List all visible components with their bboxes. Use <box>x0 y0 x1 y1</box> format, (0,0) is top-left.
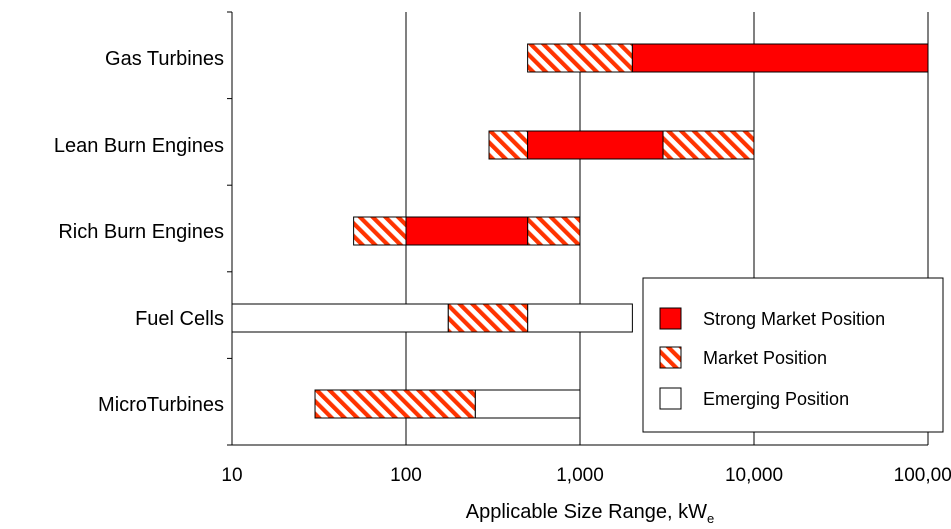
bar-segment <box>353 216 407 246</box>
legend-swatch <box>659 307 682 330</box>
bar-segment <box>405 216 529 246</box>
legend-swatch <box>659 387 682 410</box>
bars <box>231 43 929 419</box>
x-tick-label: 100 <box>390 465 422 486</box>
x-tick-label: 100,000 <box>894 465 951 486</box>
x-tick-label: 10,000 <box>725 465 783 486</box>
x-axis-label: Applicable Size Range, kWe <box>466 501 714 526</box>
legend-label: Emerging Position <box>703 389 849 409</box>
bar-segment <box>527 216 581 246</box>
category-labels: Gas Turbines Lean Burn Engines Rich Burn E… <box>54 48 224 416</box>
bar-segment <box>314 389 476 419</box>
bar-segment <box>662 130 755 160</box>
bar-segment <box>527 130 664 160</box>
legend-label: Market Position <box>703 348 827 368</box>
category-label: Gas Turbines <box>105 48 224 70</box>
x-tick-label: 1,000 <box>556 465 604 486</box>
legend: Strong Market Position Market Position Eme… <box>642 277 944 433</box>
bar-segment <box>631 43 929 73</box>
axes <box>227 11 928 446</box>
x-tick-label: 10 <box>221 465 242 486</box>
legend-label: Strong Market Position <box>703 309 885 329</box>
bar-segment <box>231 303 449 333</box>
bar-segment <box>447 303 529 333</box>
bar-segment <box>527 43 633 73</box>
category-label: Rich Burn Engines <box>58 221 224 243</box>
category-label: Lean Burn Engines <box>54 135 224 157</box>
bar-segment <box>474 389 581 419</box>
legend-swatch <box>659 346 682 369</box>
bar-segment <box>527 303 633 333</box>
category-label: Fuel Cells <box>135 308 224 330</box>
bar-segment <box>488 130 529 160</box>
category-label: MicroTurbines <box>98 394 224 416</box>
x-tick-labels: 10 100 1,000 10,000 100,000 <box>221 465 951 486</box>
legend-box <box>642 277 944 433</box>
